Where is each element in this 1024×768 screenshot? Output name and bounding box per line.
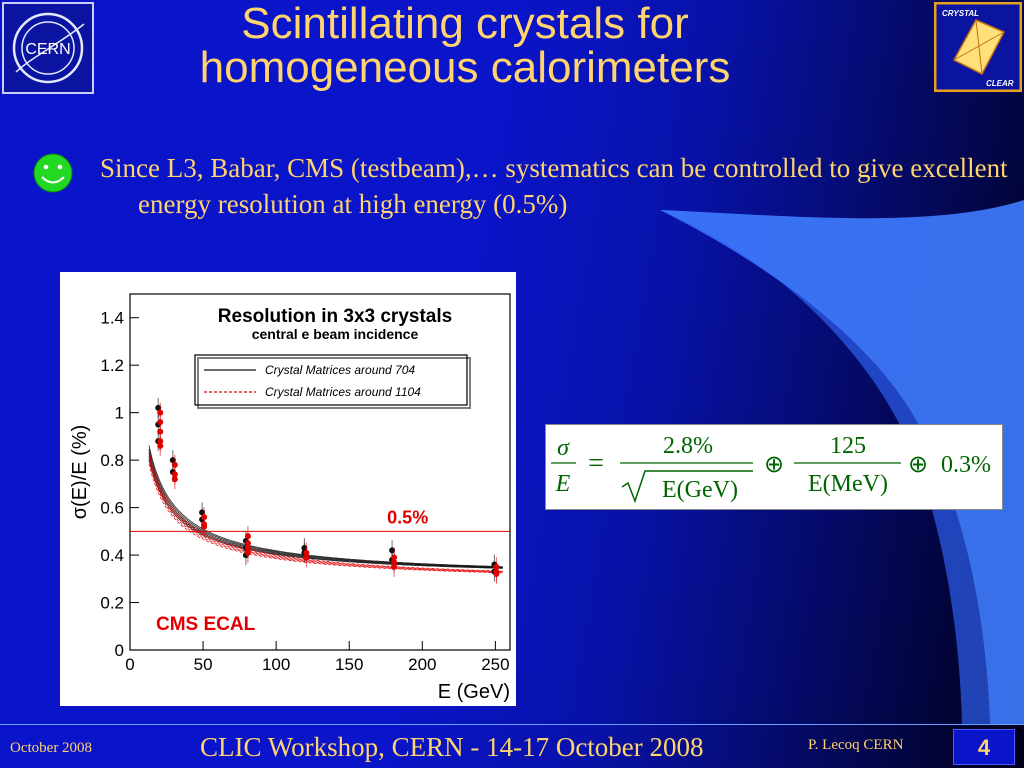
y-tick-label: 0 xyxy=(115,641,124,660)
fit-curve-series-0 xyxy=(148,455,503,569)
formula-noise-term: 125 xyxy=(830,433,866,459)
y-tick-label: 1.2 xyxy=(100,356,124,375)
data-point-series-1 xyxy=(244,549,251,556)
fit-curve-series-1 xyxy=(148,450,503,572)
fit-curve-series-0 xyxy=(148,452,503,568)
fit-curve-series-1 xyxy=(148,463,503,574)
fit-curve-series-1 xyxy=(148,460,503,573)
chart-subtitle: central e beam incidence xyxy=(252,326,419,342)
sqrt-icon xyxy=(621,470,753,504)
footer-author: P. Lecoq CERN xyxy=(808,737,904,753)
footer-event: CLIC Workshop, CERN - 14-17 October 2008 xyxy=(200,732,704,762)
footer-date: October 2008 xyxy=(10,740,93,756)
resolution-formula-svg: σ E = 2.8% E(GeV) ⊕ 125 E(MeV) ⊕ 0.3% xyxy=(551,433,991,504)
data-point-series-1 xyxy=(157,442,164,449)
formula-oplus-2: ⊕ xyxy=(908,452,928,478)
data-point-series-1 xyxy=(493,571,500,578)
y-tick-label: 1.4 xyxy=(100,309,124,328)
chart-title: Resolution in 3x3 crystals xyxy=(218,306,452,327)
page-number: 4 xyxy=(953,729,1015,765)
slide-title: Scintillating crystals for homogeneous c… xyxy=(100,2,830,90)
formula-stochastic-term: 2.8% xyxy=(663,433,713,459)
x-tick-label: 150 xyxy=(335,655,363,674)
plot-frame xyxy=(129,293,511,651)
cms-ecal-annotation: CMS ECAL xyxy=(156,614,256,635)
formula-sigma: σ xyxy=(557,435,570,461)
smiley-bullet-icon xyxy=(33,153,73,193)
crystal-clear-logo: CRYSTAL CLEAR xyxy=(934,2,1022,92)
x-tick-label: 250 xyxy=(481,655,509,674)
x-tick-label: 0 xyxy=(125,655,134,674)
fit-curve-series-1 xyxy=(148,453,503,573)
cern-logo: CERN xyxy=(2,2,94,94)
footer-divider xyxy=(0,724,1024,725)
crystal-clear-bottom-text: CLEAR xyxy=(986,79,1014,88)
x-tick-label: 50 xyxy=(194,655,213,674)
y-tick-label: 0.6 xyxy=(100,499,124,518)
legend-label-704: Crystal Matrices around 704 xyxy=(265,363,415,377)
formula-sqrt-energy: E(GeV) xyxy=(662,477,738,503)
crystal-clear-top-text: CRYSTAL xyxy=(942,9,979,18)
formula-energy-mev: E(MeV) xyxy=(808,471,888,497)
formula-oplus-1: ⊕ xyxy=(764,452,784,478)
y-axis-label: σ(E)/E (%) xyxy=(69,425,91,520)
y-tick-label: 1 xyxy=(115,404,124,423)
legend-label-1104: Crystal Matrices around 1104 xyxy=(265,385,421,399)
resolution-chart: 0 50 100 150 200 250 0 0.2 0.4 0.6 0.8 1 1.2 1.4 0.5%… xyxy=(60,272,516,706)
slide-title-line2: homogeneous calorimeters xyxy=(199,43,731,92)
resolution-formula: σ E = 2.8% E(GeV) ⊕ 125 E(MeV) ⊕ 0.3% xyxy=(545,424,1003,510)
bullet-text: Since L3, Babar, CMS (testbeam),… system… xyxy=(100,153,1008,219)
data-point-series-1 xyxy=(303,554,310,561)
resolution-chart-svg: 0 50 100 150 200 250 0 0.2 0.4 0.6 0.8 1 1.2 1.4 0.5%… xyxy=(69,293,511,703)
chart-legend: Crystal Matrices around 704 Crystal Matr… xyxy=(194,354,471,409)
formula-equals: = xyxy=(588,448,604,479)
data-point-series-1 xyxy=(171,476,178,483)
x-axis-label: E (GeV) xyxy=(438,681,510,703)
data-point-series-1 xyxy=(391,563,398,570)
x-tick-label: 200 xyxy=(408,655,436,674)
formula-constant-term: 0.3% xyxy=(941,452,991,478)
fit-curve-series-1 xyxy=(148,457,503,573)
x-tick-label: 100 xyxy=(262,655,290,674)
formula-e: E xyxy=(555,471,571,497)
fit-curve-series-0 xyxy=(148,448,503,568)
cern-logo-text: CERN xyxy=(25,41,70,58)
reference-line-label: 0.5% xyxy=(387,507,428,527)
y-tick-label: 0.2 xyxy=(100,594,124,613)
data-point-series-1 xyxy=(201,523,208,530)
slide-title-line1: Scintillating crystals for xyxy=(241,0,689,48)
y-tick-label: 0.8 xyxy=(100,451,124,470)
y-tick-label: 0.4 xyxy=(100,546,124,565)
